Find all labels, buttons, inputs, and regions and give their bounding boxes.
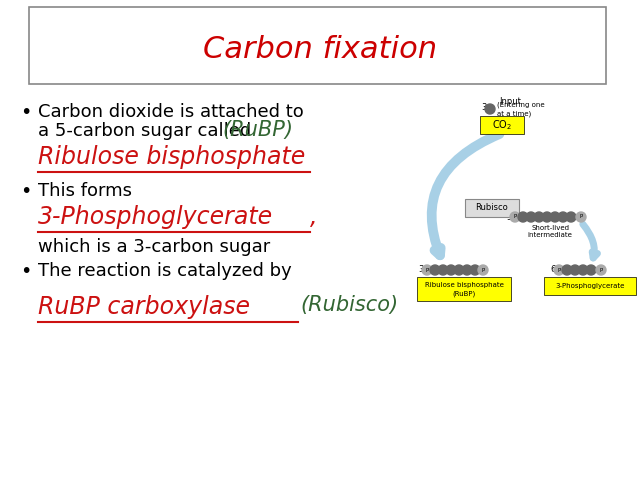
Circle shape [462,265,472,275]
FancyBboxPatch shape [465,199,519,217]
Circle shape [430,265,440,275]
Circle shape [570,265,580,275]
Text: 3: 3 [419,265,424,275]
Circle shape [526,212,536,222]
Text: 3-Phosphoglycerate: 3-Phosphoglycerate [38,205,273,229]
Circle shape [576,212,586,222]
Circle shape [518,212,528,222]
Text: Short-lived: Short-lived [531,225,569,231]
Text: P: P [579,215,582,219]
Circle shape [596,265,606,275]
Text: Carbon fixation: Carbon fixation [203,36,437,64]
Text: Carbon dioxide is attached to: Carbon dioxide is attached to [38,103,304,121]
FancyArrowPatch shape [431,134,499,255]
FancyBboxPatch shape [544,277,636,295]
Circle shape [485,104,495,114]
Text: 3: 3 [507,213,512,221]
Text: 3: 3 [482,104,487,112]
Circle shape [562,265,572,275]
Text: (Entering one: (Entering one [497,102,545,108]
Text: Ribulose bisphosphate: Ribulose bisphosphate [38,145,305,169]
Circle shape [554,265,564,275]
Text: Ribulose bisphosphate: Ribulose bisphosphate [424,282,504,288]
FancyBboxPatch shape [417,277,511,301]
Text: CO$_2$: CO$_2$ [492,118,512,132]
Text: Input: Input [499,97,521,106]
Circle shape [510,212,520,222]
Text: intermediate: intermediate [527,232,572,238]
Text: This forms: This forms [38,182,132,200]
Text: P: P [557,267,561,273]
Text: The reaction is catalyzed by: The reaction is catalyzed by [38,262,292,280]
Text: P: P [426,267,429,273]
Text: P: P [513,215,516,219]
Circle shape [550,212,560,222]
Text: at a time): at a time) [497,111,531,117]
Text: RuBP carboxylase: RuBP carboxylase [38,295,250,319]
FancyArrowPatch shape [583,224,598,258]
Text: •: • [20,262,31,281]
Text: Rubisco: Rubisco [476,204,508,213]
Circle shape [478,265,488,275]
Circle shape [586,265,596,275]
Text: (RuBP): (RuBP) [452,291,476,297]
Text: which is a 3-carbon sugar: which is a 3-carbon sugar [38,238,270,256]
Circle shape [542,212,552,222]
Text: P: P [600,267,603,273]
Text: 3-Phosphoglycerate: 3-Phosphoglycerate [556,283,625,289]
FancyBboxPatch shape [29,7,606,84]
Circle shape [438,265,448,275]
Circle shape [558,212,568,222]
Circle shape [446,265,456,275]
Circle shape [454,265,464,275]
Text: (Rubisco): (Rubisco) [300,295,398,315]
Circle shape [578,265,588,275]
Text: a 5-carbon sugar called: a 5-carbon sugar called [38,122,252,140]
Text: •: • [20,103,31,122]
Circle shape [566,212,576,222]
Text: P: P [481,267,484,273]
FancyBboxPatch shape [480,116,524,134]
Text: 6: 6 [550,265,556,275]
Text: •: • [20,182,31,201]
Circle shape [534,212,544,222]
Text: ,: , [310,205,317,229]
Circle shape [470,265,480,275]
Circle shape [422,265,432,275]
Text: (RuBP): (RuBP) [222,120,293,140]
